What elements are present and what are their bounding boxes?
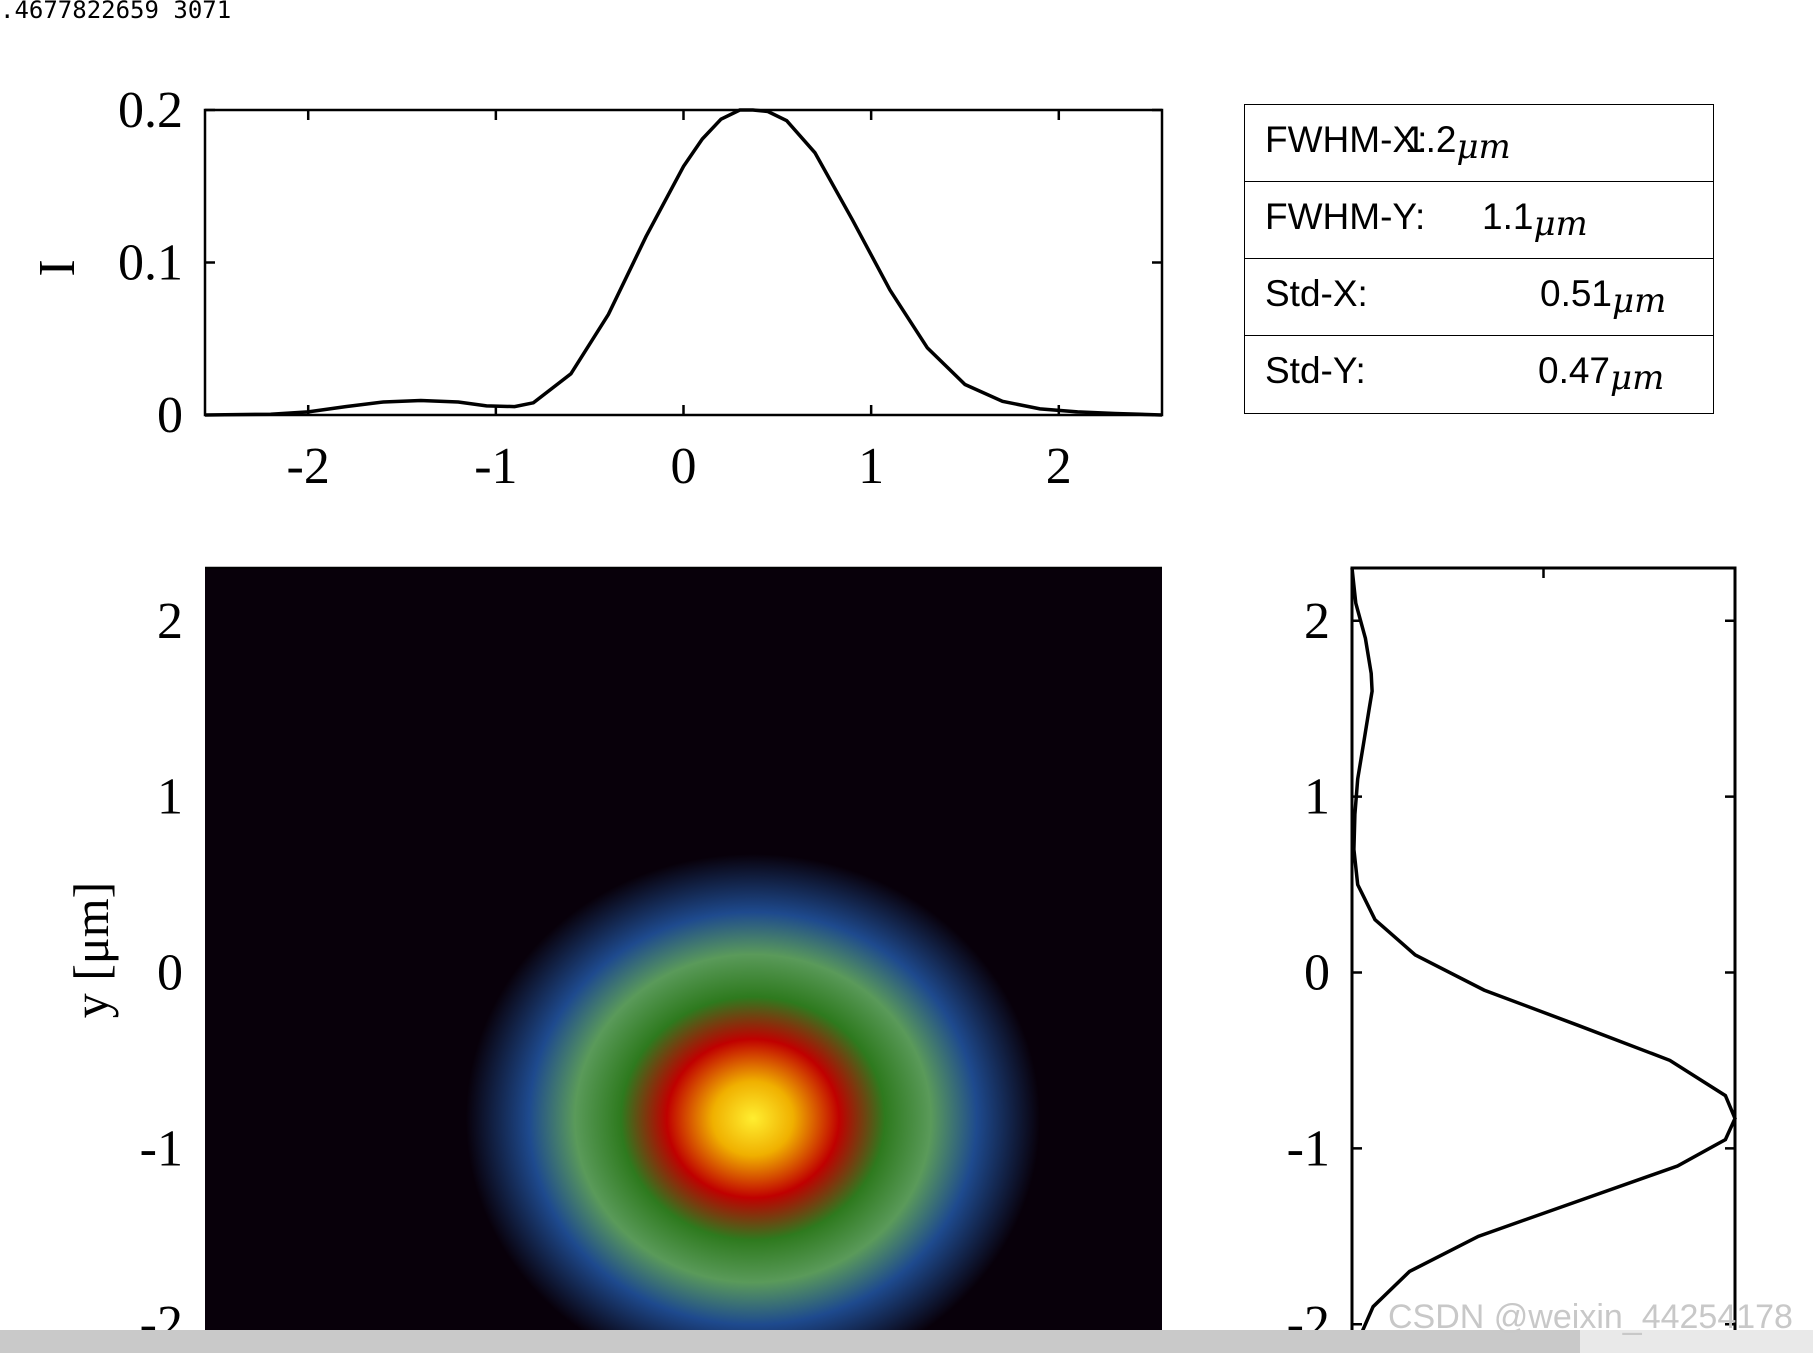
stats-label: FWHM-Y:	[1265, 196, 1426, 237]
top-xtick-label: 2	[1046, 438, 1072, 495]
map-ytick-label: 2	[157, 593, 183, 650]
top-profile-curve	[204, 108, 1163, 417]
side-ytick-label: -2	[1287, 1296, 1330, 1330]
intensity-map-chart: -2 -1 0 1 2 y [μm]	[63, 566, 1162, 1330]
side-profile-frame	[1350, 566, 1737, 1330]
intensity-spot	[465, 854, 1040, 1330]
stats-value: 1.2μm	[1405, 119, 1511, 167]
stats-value: 0.51μm	[1540, 273, 1667, 321]
top-ytick-label: 0.1	[118, 235, 183, 292]
stats-row-std-x: Std-X: 0.51μm	[1245, 259, 1713, 336]
top-xtick-label: 1	[858, 438, 884, 495]
stats-label: Std-X:	[1265, 273, 1368, 314]
map-ytick-label: -2	[140, 1296, 183, 1330]
stats-row-fwhm-y: FWHM-Y: 1.1μm	[1245, 182, 1713, 259]
statistics-table: FWHM-X: 1.2μm FWHM-Y: 1.1μm Std-X: 0.51μ…	[1244, 104, 1714, 414]
watermark-text: CSDN @weixin_44254178	[1388, 1298, 1793, 1336]
horizontal-scrollbar[interactable]	[0, 1330, 1813, 1353]
stats-label: Std-Y:	[1265, 350, 1366, 391]
top-profile-ylabel: I	[29, 259, 86, 276]
side-ytick-label: -1	[1287, 1120, 1330, 1177]
top-profile-chart: -2 -1 0 1 2 0 0.1 0.2 I	[29, 82, 1164, 495]
top-profile-ticks: -2 -1 0 1 2 0 0.1 0.2	[118, 82, 1162, 495]
intensity-map-ticks: -2 -1 0 1 2	[140, 593, 183, 1330]
stats-row-std-y: Std-Y: 0.47μm	[1245, 336, 1713, 413]
side-ytick-label: 0	[1304, 945, 1330, 1002]
top-xtick-label: -1	[474, 438, 517, 495]
stats-value: 0.47μm	[1538, 350, 1665, 398]
map-ytick-label: -1	[140, 1120, 183, 1177]
stats-label: FWHM-X:	[1265, 119, 1428, 160]
stats-value: 1.1μm	[1482, 196, 1588, 244]
side-profile-curve	[1350, 567, 1737, 1330]
top-profile-frame	[203, 108, 1164, 417]
scrollbar-corner	[1580, 1330, 1813, 1353]
side-profile-ticks: -2 -1 0 1 2	[1287, 568, 1735, 1330]
console-output-line: .4677822659 3071	[0, 0, 232, 24]
top-ytick-label: 0	[157, 387, 183, 444]
side-profile-chart: -2 -1 0 1 2	[1287, 566, 1737, 1330]
map-ytick-label: 1	[157, 769, 183, 826]
top-xtick-label: -2	[287, 438, 330, 495]
top-xtick-label: 0	[671, 438, 697, 495]
stats-row-fwhm-x: FWHM-X: 1.2μm	[1245, 105, 1713, 182]
side-ytick-label: 2	[1304, 593, 1330, 650]
top-ytick-label: 0.2	[118, 82, 183, 139]
side-ytick-label: 1	[1304, 769, 1330, 826]
map-ytick-label: 0	[157, 945, 183, 1002]
intensity-map-ylabel: y [μm]	[63, 882, 119, 1019]
